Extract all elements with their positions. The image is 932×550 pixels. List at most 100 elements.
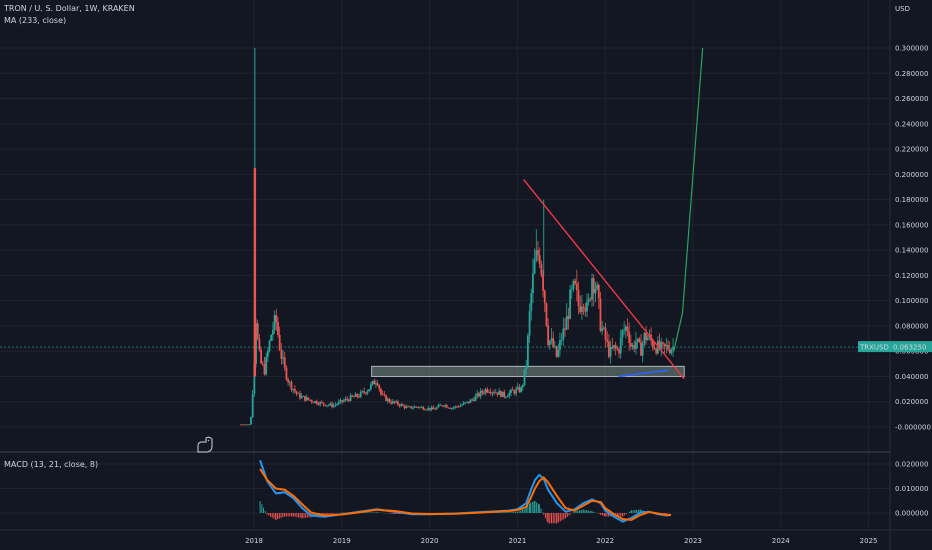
candle-body-234 <box>635 341 637 349</box>
candle-body-28 <box>287 379 290 383</box>
candle-body-13 <box>261 363 264 365</box>
spike-body <box>253 168 257 377</box>
candle-body-44 <box>314 401 317 403</box>
candle-body-157 <box>505 396 507 398</box>
candle-body-97 <box>403 405 406 409</box>
candle-body-15 <box>265 356 268 375</box>
candle-body-176 <box>537 250 539 255</box>
candle-body-119 <box>440 405 443 406</box>
candle-body-216 <box>604 327 607 340</box>
candle-body-89 <box>390 402 393 404</box>
candle-body-102 <box>412 407 414 409</box>
candle-body-172 <box>530 293 533 312</box>
price-tick-2: 0.260000 <box>895 95 928 103</box>
candle-body-81 <box>376 383 379 386</box>
candle-body-84 <box>381 394 384 396</box>
candle-body-244 <box>651 340 654 348</box>
candle-body-42 <box>310 400 313 402</box>
candle-body-57 <box>336 404 338 405</box>
candle-body-128 <box>456 406 458 408</box>
candle-body-250 <box>662 342 664 344</box>
candle-body-148 <box>489 392 492 394</box>
candle-body-1 <box>241 424 244 426</box>
candle-body-94 <box>398 404 401 407</box>
candle-body-141 <box>478 393 480 397</box>
candle-body-55 <box>332 405 335 407</box>
candle-body-32 <box>293 389 296 392</box>
candle-body-256 <box>672 346 674 350</box>
candle-body-16 <box>266 350 269 357</box>
candle-body-217 <box>606 339 609 342</box>
candle-body-164 <box>516 387 519 390</box>
candle-body-175 <box>535 250 538 261</box>
candle-body-200 <box>577 290 580 307</box>
candle-body-189 <box>559 340 561 350</box>
candle-body-95 <box>400 404 403 407</box>
candle-body-138 <box>472 399 475 401</box>
candle-body-155 <box>501 391 504 397</box>
candle-body-199 <box>575 283 578 291</box>
candle-body-111 <box>427 407 430 410</box>
candle-body-229 <box>626 326 629 332</box>
candle-body-225 <box>619 337 622 354</box>
candle-body-152 <box>496 392 499 395</box>
candle-body-143 <box>481 391 484 393</box>
candle-body-158 <box>506 396 509 398</box>
candle-body-206 <box>587 298 590 302</box>
candle-body-205 <box>586 301 588 312</box>
candle-body-92 <box>395 401 398 403</box>
grid-lines <box>0 0 890 530</box>
candle-body-196 <box>570 289 573 290</box>
candle-body-36 <box>300 396 303 399</box>
candle-body-104 <box>415 406 418 408</box>
candle-body-115 <box>434 408 436 410</box>
candle-body-113 <box>430 407 433 410</box>
candle-body-3 <box>244 424 247 426</box>
drawing-overlays <box>0 47 890 380</box>
time-tick-1: 2019 <box>333 537 351 545</box>
candle-body-107 <box>420 406 423 408</box>
macd-axis[interactable]: 0.020000 0.010000 0.000000 <box>895 461 928 518</box>
candle-body-4 <box>246 424 249 426</box>
candle-body-10 <box>256 323 259 339</box>
candle-body-18 <box>270 334 273 341</box>
candle-body-70 <box>358 396 360 398</box>
candle-body-248 <box>658 340 661 349</box>
indicator-ma-label[interactable]: MA (233, close) <box>4 16 67 25</box>
candle-body-123 <box>447 407 450 409</box>
price-tag-value-bg <box>890 341 932 353</box>
candle-body-86 <box>385 395 387 401</box>
candle-body-132 <box>462 402 465 405</box>
time-axis[interactable]: 2018 2019 2020 2021 2022 2023 2024 2025 <box>245 537 877 545</box>
candle-body-85 <box>383 394 386 396</box>
candle-body-17 <box>268 340 271 351</box>
candle-body-201 <box>579 306 582 313</box>
price-tick-0: 0.300000 <box>895 45 928 53</box>
candle-body-218 <box>608 341 610 357</box>
candle-body-182 <box>547 325 550 346</box>
price-tick-14: 0.020000 <box>895 398 928 406</box>
candle-body-156 <box>503 391 506 397</box>
candle-body-29 <box>288 381 291 383</box>
signal-line <box>259 468 671 521</box>
candle-body-125 <box>450 408 453 410</box>
candle-body-54 <box>331 403 333 407</box>
candle-body-90 <box>391 401 394 404</box>
candle-body-130 <box>459 405 462 407</box>
candle-body-121 <box>444 405 447 407</box>
candle-body-34 <box>297 393 300 395</box>
candle-body-66 <box>351 395 354 397</box>
candle-body-99 <box>407 406 409 408</box>
indicator-macd-label[interactable]: MACD (13, 21, close, 8) <box>4 460 99 469</box>
candle-body-231 <box>629 342 632 347</box>
macd-tick-2: 0.000000 <box>895 510 928 518</box>
price-tick-11: 0.080000 <box>895 322 928 330</box>
candle-body-27 <box>285 367 288 380</box>
candle-body-58 <box>337 401 340 405</box>
candle-body-23 <box>278 335 281 351</box>
candle-body-233 <box>633 345 636 349</box>
candle-body-239 <box>643 333 646 344</box>
candle-body-192 <box>564 328 566 330</box>
symbol-title[interactable]: TRON / U. S. Dollar, 1W, KRAKEN <box>4 4 135 13</box>
